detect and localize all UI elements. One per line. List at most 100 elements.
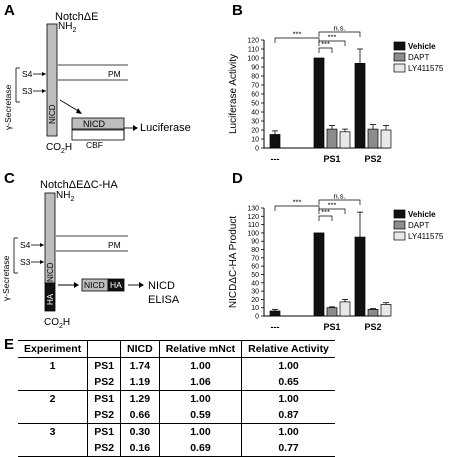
table-row: 2 PS1 1.29 1.00 1.00 <box>18 390 335 407</box>
y-axis-label: NICDΔC-HA Product <box>228 216 239 308</box>
legend-swatch <box>393 63 406 73</box>
table-cell <box>18 374 88 391</box>
table-cell: PS1 <box>87 423 121 440</box>
gamma-secretase-label: γ-Secretase <box>1 255 11 301</box>
y-tick-label: 60 <box>251 264 259 271</box>
col-header: Relative Activity <box>241 340 335 358</box>
legend-label: DAPT <box>408 53 429 62</box>
legend-label: DAPT <box>408 221 429 230</box>
nicd-bar-label: NICD <box>48 104 57 124</box>
table-cell: 3 <box>49 426 56 438</box>
significance-label: *** <box>293 30 302 39</box>
bar-dapt-ps2 <box>367 128 379 149</box>
x-tick-label: --- <box>271 154 280 164</box>
legend-swatch <box>393 52 406 62</box>
bar-vehicle-control <box>269 134 281 149</box>
y-tick-label: 70 <box>251 255 259 262</box>
table-cell: 0.66 <box>120 407 160 424</box>
table-cell: PS1 <box>87 390 121 407</box>
significance-bracket <box>318 208 346 214</box>
table-cell: 0.65 <box>241 374 335 391</box>
col-header: Experiment <box>18 340 88 358</box>
legend-swatch <box>393 209 406 219</box>
significance-label: n.s. <box>333 192 345 201</box>
co2h-label: CO2H <box>46 142 72 155</box>
significance-bracket <box>318 215 333 221</box>
cbf-box <box>71 129 125 141</box>
y-tick-label: 10 <box>251 137 259 144</box>
nicd-box-label: NICD <box>83 119 105 129</box>
bar-dapt-ps1 <box>326 128 338 149</box>
x-tick-label: PS1 <box>323 322 340 332</box>
s4-label: S4 <box>22 69 33 79</box>
significance-label: *** <box>321 40 330 49</box>
table-row: PS2 0.16 0.69 0.77 <box>18 440 335 457</box>
legend-label: Vehicle <box>408 42 436 51</box>
y-tick-label: 30 <box>251 119 259 126</box>
x-tick-label: PS2 <box>364 322 381 332</box>
significance-bracket <box>318 40 346 46</box>
panel-letter-d: D <box>232 170 243 187</box>
col-header: Relative mNct <box>158 340 242 358</box>
bar-ly411575-ps2 <box>380 129 392 149</box>
y-tick-label: 100 <box>247 56 259 63</box>
significance-label: n.s. <box>333 24 345 33</box>
pm-label: PM <box>108 240 121 250</box>
significance-bracket <box>318 199 361 205</box>
table-cell: 1.00 <box>241 423 335 440</box>
table-cell: 1.00 <box>158 423 242 440</box>
significance-bracket <box>318 47 333 53</box>
x-tick-label: --- <box>271 322 280 332</box>
col-header: NICD <box>120 340 160 358</box>
table-cell: 1.74 <box>120 357 160 374</box>
y-tick-label: 120 <box>247 38 259 45</box>
y-tick-label: 80 <box>251 247 259 254</box>
bar-ly411575-ps1 <box>339 131 351 149</box>
table-cell: 1.00 <box>241 390 335 407</box>
table-cell: 1.06 <box>158 374 242 391</box>
output-label-1: NICD <box>148 280 175 292</box>
cbf-label: CBF <box>86 140 103 150</box>
y-tick-label: 30 <box>251 289 259 296</box>
results-table: Experiment NICD Relative mNct Relative A… <box>18 340 335 457</box>
legend-swatch <box>393 220 406 230</box>
table-row: PS2 1.19 1.06 0.65 <box>18 374 335 391</box>
y-tick-label: 110 <box>248 222 259 229</box>
bar-vehicle-control <box>269 310 281 317</box>
significance-label: *** <box>321 208 330 217</box>
y-tick-label: 100 <box>247 230 259 237</box>
y-tick-label: 10 <box>251 305 259 312</box>
y-tick-label: 0 <box>255 146 259 153</box>
y-tick-label: 50 <box>251 101 259 108</box>
ha-tag-bar <box>44 282 56 312</box>
bar-ly411575-ps1 <box>339 301 351 317</box>
y-tick-label: 90 <box>251 239 259 246</box>
significance-label: *** <box>328 33 337 42</box>
ha-box <box>107 278 125 292</box>
pm-label: PM <box>108 69 121 79</box>
table-cell: 0.69 <box>158 440 242 457</box>
table-cell: PS1 <box>87 357 121 374</box>
nicd-box-label: NICD <box>84 280 105 290</box>
bar-vehicle-ps1 <box>313 57 325 149</box>
bar-dapt-ps2 <box>367 309 379 317</box>
y-tick-label: 120 <box>247 214 259 221</box>
significance-bracket <box>274 205 320 211</box>
table-cell: PS2 <box>87 374 121 391</box>
co2h-label: CO2H <box>44 317 70 330</box>
y-tick-label: 130 <box>247 206 259 213</box>
table-row: 1 PS1 1.74 1.00 1.00 <box>18 357 335 374</box>
table-cell: 1.00 <box>241 357 335 374</box>
table-cell: 0.16 <box>120 440 160 457</box>
y-tick-label: 20 <box>251 297 259 304</box>
y-axis-label: Luciferase Activity <box>228 54 239 134</box>
table-cell: 0.30 <box>120 423 160 440</box>
s3-label: S3 <box>20 257 31 267</box>
y-tick-label: 40 <box>251 280 259 287</box>
y-tick-label: 70 <box>251 83 259 90</box>
table-cell: 0.59 <box>158 407 242 424</box>
table-cell: 1.19 <box>120 374 160 391</box>
legend-label: LY411575 <box>408 232 444 241</box>
significance-label: *** <box>328 201 337 210</box>
